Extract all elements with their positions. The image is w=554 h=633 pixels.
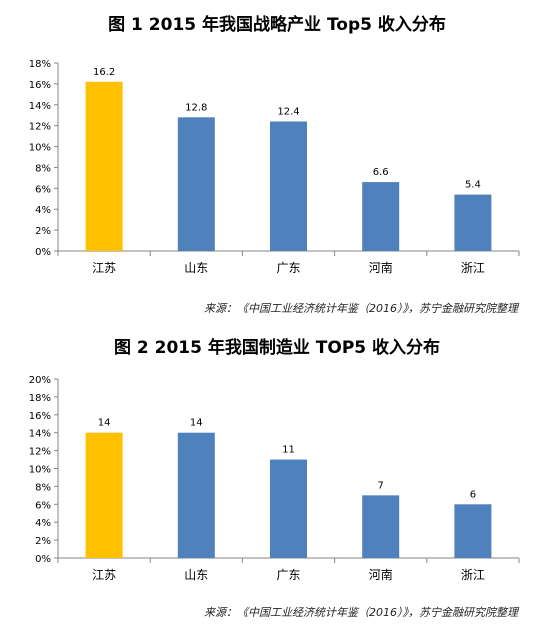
data-label: 12.4 [277, 106, 299, 117]
y-tick-label: 16% [29, 80, 51, 91]
y-tick-label: 10% [29, 143, 51, 154]
data-label: 7 [378, 480, 384, 491]
data-label: 6.6 [373, 167, 389, 178]
y-tick-label: 10% [29, 465, 51, 476]
y-tick-label: 20% [29, 375, 51, 386]
bar [177, 432, 215, 558]
chart-1: 0% 2% 4% 6% 8% 10% 12% 14% 16% 18% 16.2 江苏 12.8 山东 12.… [29, 59, 520, 275]
x-tick-label: 山东 [184, 568, 208, 582]
x-tick-label: 浙江 [461, 261, 485, 275]
bar [270, 121, 307, 251]
data-label: 14 [98, 418, 111, 429]
bar [362, 182, 400, 251]
y-tick-label: 8% [35, 482, 51, 493]
data-label: 12.8 [185, 102, 207, 113]
x-tick-label: 广东 [276, 568, 300, 582]
y-tick-label: 12% [29, 122, 51, 133]
y-tick-label: 18% [29, 59, 51, 70]
data-label: 11 [282, 445, 295, 456]
x-tick-label: 山东 [184, 261, 208, 275]
y-tick-label: 16% [29, 411, 51, 422]
y-tick-label: 4% [35, 205, 51, 216]
y-tick-label: 8% [35, 163, 51, 174]
chart-2-title: 图 2 2015 年我国制造业 TOP5 收入分布 [113, 338, 441, 358]
bar [85, 81, 123, 251]
y-tick-label: 18% [29, 393, 51, 404]
y-tick-label: 14% [29, 101, 51, 112]
x-tick-label: 广东 [276, 261, 300, 275]
y-tick-label: 0% [35, 554, 51, 565]
x-tick-label: 江苏 [92, 568, 116, 582]
chart-2: 0% 2% 4% 6% 8% 10% 12% 14% 16% 18% 20% 14 江苏 14 山东 11 广东… [29, 375, 520, 582]
bar [270, 459, 307, 558]
x-tick-label: 浙江 [461, 568, 485, 582]
bar [85, 432, 123, 558]
y-tick-label: 12% [29, 447, 51, 458]
data-label: 16.2 [93, 67, 115, 78]
data-label: 6 [470, 489, 476, 500]
y-tick-label: 6% [35, 500, 51, 511]
chart-1-source: 来源：《中国工业经济统计年鉴（2016）》，苏宁金融研究院整理 [204, 302, 518, 315]
y-tick-label: 14% [29, 429, 51, 440]
y-tick-label: 4% [35, 518, 51, 529]
x-tick-label: 江苏 [92, 261, 116, 275]
y-tick-label: 2% [35, 226, 51, 237]
data-label: 14 [190, 418, 203, 429]
chart-1-title: 图 1 2015 年我国战略产业 Top5 收入分布 [108, 15, 446, 35]
bar [454, 194, 492, 251]
bar [362, 495, 400, 558]
chart-2-source: 来源：《中国工业经济统计年鉴（2016）》，苏宁金融研究院整理 [204, 606, 518, 619]
y-tick-label: 6% [35, 184, 51, 195]
bar [454, 504, 492, 558]
x-tick-label: 河南 [369, 260, 393, 275]
x-tick-label: 河南 [369, 567, 393, 582]
bar [177, 117, 215, 251]
data-label: 5.4 [465, 180, 481, 191]
y-tick-label: 2% [35, 536, 51, 547]
y-tick-label: 0% [35, 247, 51, 258]
